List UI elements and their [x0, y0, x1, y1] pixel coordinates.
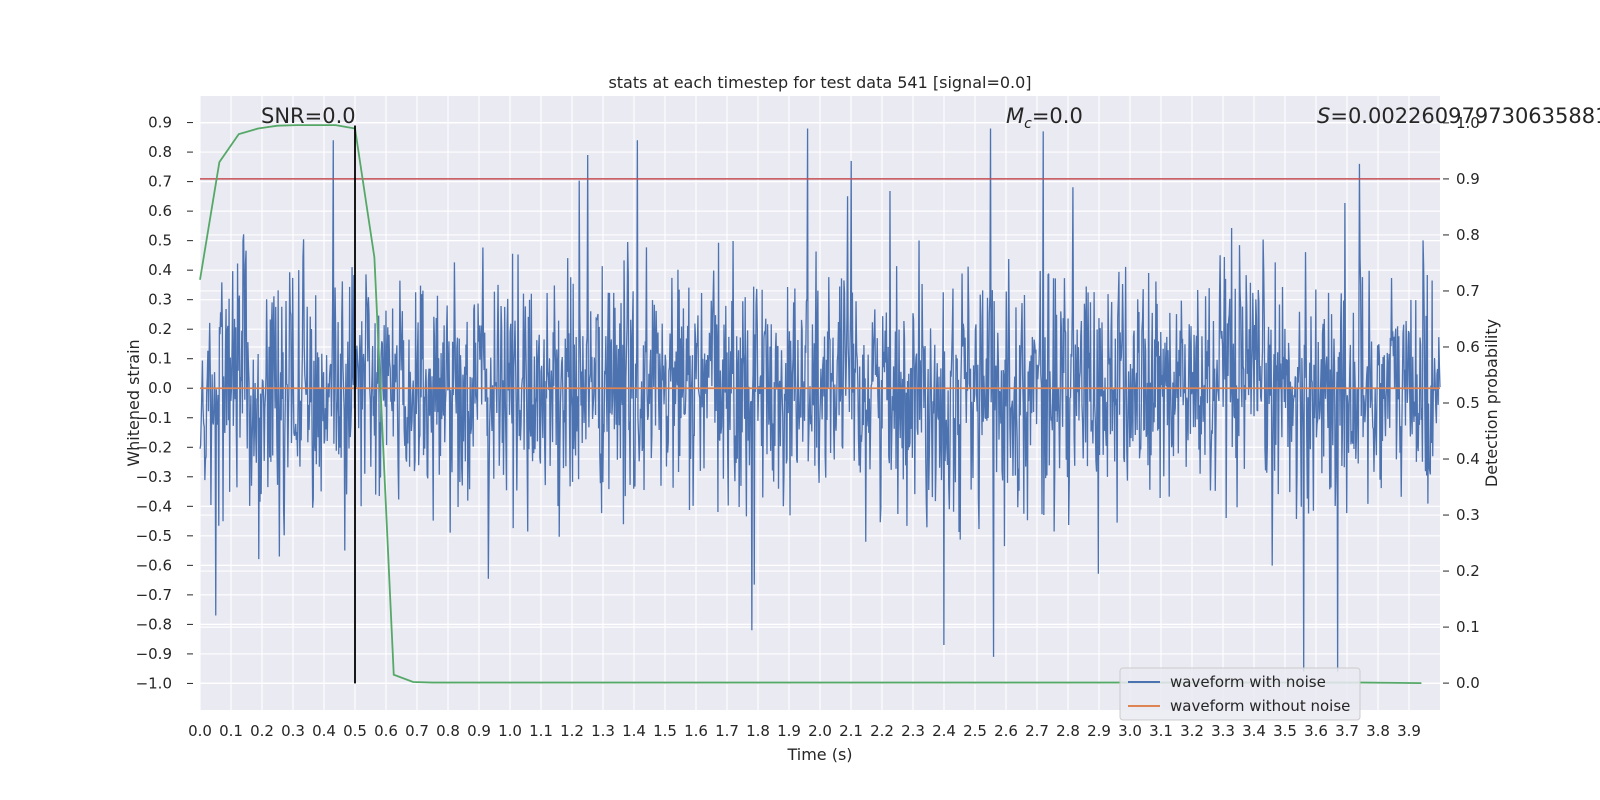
chart-title: stats at each timestep for test data 541…	[608, 73, 1031, 92]
x-tick-label: 3.3	[1211, 722, 1235, 740]
x-tick-label: 2.2	[870, 722, 894, 740]
y2-tick-label: 0.1	[1456, 618, 1480, 636]
x-tick-label: 3.8	[1366, 722, 1390, 740]
chirp-mass-value: =0.0	[1032, 104, 1083, 128]
x-tick-label: 1.9	[777, 722, 801, 740]
x-tick-label: 2.0	[808, 722, 832, 740]
y2-tick-label: 0.3	[1456, 506, 1480, 524]
legend-label-clean: waveform without noise	[1170, 697, 1350, 715]
x-tick-label: 0.2	[250, 722, 274, 740]
x-tick-label: 0.5	[343, 722, 367, 740]
y2-tick-label: 0.6	[1456, 338, 1480, 356]
y2-tick-label: 1.0	[1456, 114, 1480, 132]
x-tick-label: 1.2	[560, 722, 584, 740]
legend-label-noise: waveform with noise	[1170, 673, 1326, 691]
y2-tick-label: 0.2	[1456, 562, 1480, 580]
y-tick-label: 0.6	[148, 202, 172, 220]
y-tick-label: 0.1	[148, 350, 172, 368]
y2-tick-labels: 1.0 0.9 0.8 0.7 0.6 0.5 0.4 0.3 0.2 0.1 0.0	[1443, 114, 1480, 692]
y2-tick-label: 0.9	[1456, 170, 1480, 188]
y2-tick-label: 0.5	[1456, 394, 1480, 412]
y-tick-label: −0.6	[136, 556, 172, 574]
x-tick-label: 1.4	[622, 722, 646, 740]
snr-annotation: SNR=0.0	[261, 104, 356, 128]
y-tick-labels: 0.9 0.8 0.7 0.6 0.5 0.4 0.3 0.2 0.1 0.0 −0.1 −0.2 −0…	[136, 114, 193, 692]
probability-trace	[199, 124, 1422, 685]
x-tick-label: 2.5	[963, 722, 987, 740]
x-tick-label: 2.1	[839, 722, 863, 740]
x-tick-label: 3.6	[1304, 722, 1328, 740]
x-tick-label: 3.7	[1335, 722, 1359, 740]
s-symbol: S	[1317, 104, 1330, 128]
x-tick-label: 2.3	[901, 722, 925, 740]
y-tick-label: −0.5	[136, 527, 172, 545]
y2-tick-label: 0.8	[1456, 226, 1480, 244]
x-tick-label: 3.5	[1273, 722, 1297, 740]
x-tick-label: 2.6	[994, 722, 1018, 740]
y2-tick-label: 0.0	[1456, 674, 1480, 692]
y2-axis-label: Detection probability	[1482, 319, 1501, 487]
y-tick-label: −1.0	[136, 674, 172, 692]
x-tick-label: 1.0	[498, 722, 522, 740]
x-tick-label: 1.7	[715, 722, 739, 740]
noise-trace	[199, 128, 1441, 672]
y-tick-label: 0.7	[148, 173, 172, 191]
y2-tick-label: 0.4	[1456, 450, 1480, 468]
x-tick-label: 0.4	[312, 722, 336, 740]
x-tick-label: 1.1	[529, 722, 553, 740]
legend-box	[1119, 667, 1361, 721]
chirp-mass-symbol: M	[1006, 104, 1024, 128]
s-annotation: S=0.002260979730635881	[1317, 104, 1600, 128]
x-tick-label: 0.6	[374, 722, 398, 740]
y-axis-label: Whitened strain	[124, 339, 143, 466]
x-tick-label: 3.1	[1149, 722, 1173, 740]
x-tick-label: 3.0	[1118, 722, 1142, 740]
y-tick-label: 0.0	[148, 379, 172, 397]
x-tick-label: 2.9	[1087, 722, 1111, 740]
x-tick-label: 0.9	[467, 722, 491, 740]
x-tick-label: 0.8	[436, 722, 460, 740]
x-tick-label: 3.4	[1242, 722, 1266, 740]
x-tick-label: 3.9	[1397, 722, 1421, 740]
y-tick-label: −0.9	[136, 645, 172, 663]
x-tick-label: 1.8	[746, 722, 770, 740]
x-tick-label: 0.3	[281, 722, 305, 740]
y-gridlines	[200, 121, 1440, 685]
y-tick-label: −0.8	[136, 615, 172, 633]
legend: waveform with noise waveform without noi…	[1119, 667, 1361, 721]
x-axis-label: Time (s)	[786, 745, 852, 764]
y-tick-label: 0.2	[148, 320, 172, 338]
y-tick-label: 0.4	[148, 261, 172, 279]
y-tick-label: 0.9	[148, 114, 172, 132]
x-tick-label: 2.8	[1056, 722, 1080, 740]
y-tick-label: 0.3	[148, 291, 172, 309]
y-tick-label: 0.8	[148, 143, 172, 161]
x-tick-label: 0.1	[219, 722, 243, 740]
x-tick-label: 1.3	[591, 722, 615, 740]
x-tick-labels: 0.0 0.1 0.2 0.3 0.4 0.5 0.6 0.7 0.8 0.9 1.0 1.1 1.2 1…	[188, 722, 1421, 740]
y-tick-label: −0.2	[136, 438, 172, 456]
s-value: =0.002260979730635881	[1330, 104, 1600, 128]
y-tick-label: −0.4	[136, 497, 172, 515]
x-tick-label: 0.7	[405, 722, 429, 740]
x-tick-label: 1.5	[653, 722, 677, 740]
x-tick-label: 3.2	[1180, 722, 1204, 740]
x-tick-label: 2.7	[1025, 722, 1049, 740]
series-waveform-with-noise	[199, 128, 1441, 672]
y-tick-label: −0.7	[136, 586, 172, 604]
chirp-mass-subscript: c	[1024, 116, 1032, 132]
y-tick-label: −0.3	[136, 468, 172, 486]
x-tick-label: 2.4	[932, 722, 956, 740]
x-tick-label: 1.6	[684, 722, 708, 740]
y2-tick-label: 0.7	[1456, 282, 1480, 300]
series-detection-probability	[199, 124, 1422, 685]
chirp-mass-annotation: Mc=0.0	[1006, 104, 1083, 132]
y-tick-label: −0.1	[136, 409, 172, 427]
x-tick-label: 0.0	[188, 722, 212, 740]
y-tick-label: 0.5	[148, 232, 172, 250]
